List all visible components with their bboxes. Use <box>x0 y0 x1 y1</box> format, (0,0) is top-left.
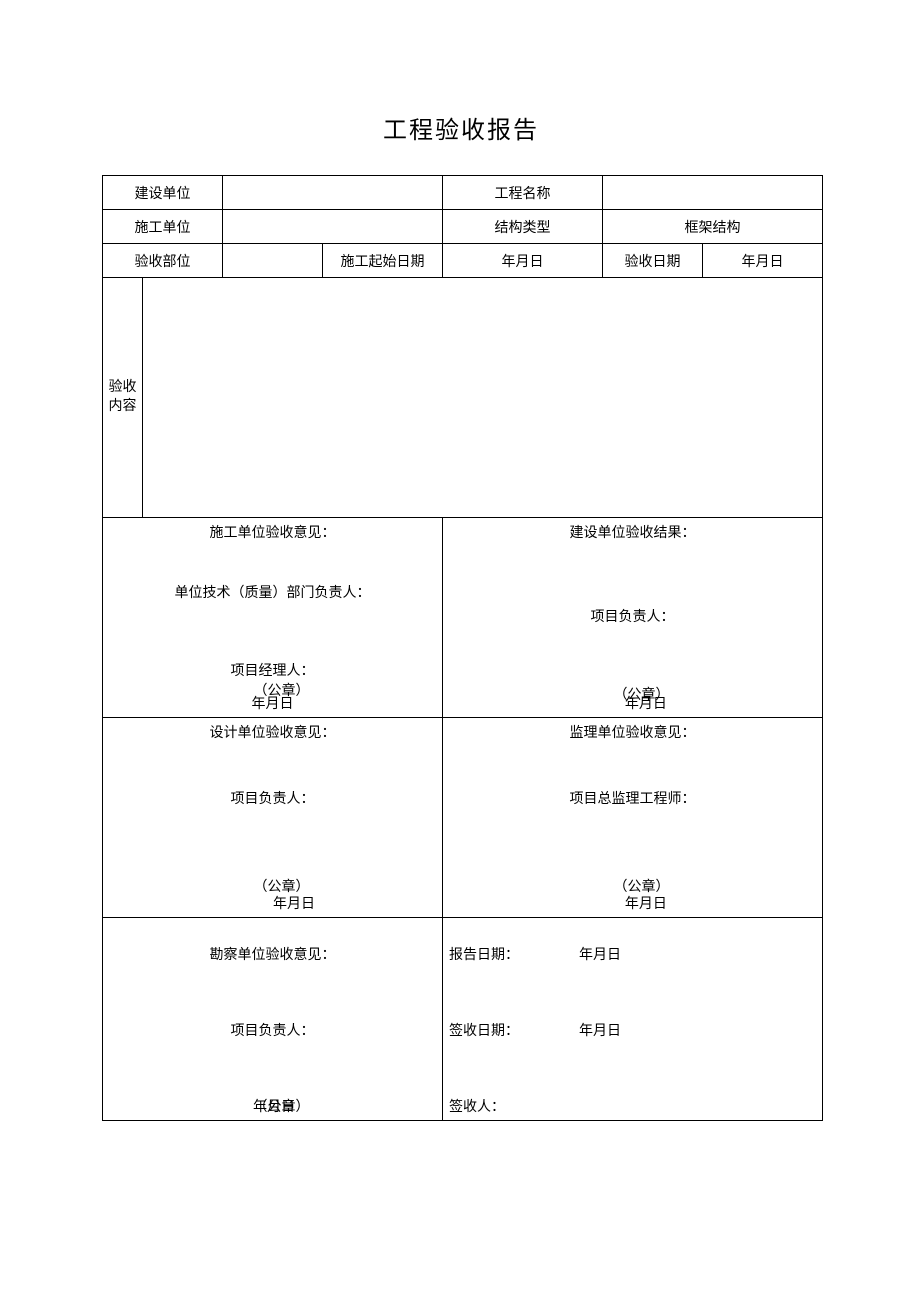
content-body <box>143 278 823 518</box>
report-date-value: 年月日 <box>519 944 621 964</box>
value-structure-type: 框架结构 <box>603 210 823 244</box>
contractor-project-manager: 项目经理人： <box>109 660 436 680</box>
label-project-name: 工程名称 <box>443 176 603 210</box>
receiver-label: 签收人： <box>449 1096 505 1116</box>
header-row-2: 施工单位 结构类型 框架结构 <box>103 210 823 244</box>
supervision-date: 年月日 <box>625 893 667 913</box>
content-label-line2: 内容 <box>103 398 142 416</box>
survey-date: 年月日 <box>103 1096 442 1116</box>
survey-opinion-cell: 勘察单位验收意见： 项目负责人： （公章） 年月日 <box>103 918 443 1121</box>
design-opinion-cell: 设计单位验收意见： 项目负责人： （公章） 年月日 <box>103 718 443 918</box>
value-project-name <box>603 176 823 210</box>
content-row: 验收 内容 <box>103 278 823 518</box>
report-info-cell: 报告日期： 年月日 签收日期： 年月日 签收人： <box>443 918 823 1121</box>
value-construction-unit <box>223 176 443 210</box>
label-acceptance-part: 验收部位 <box>103 244 223 278</box>
opinion-row-3: 勘察单位验收意见： 项目负责人： （公章） 年月日 报告日期： 年月日 <box>103 918 823 1121</box>
survey-project-person: 项目负责人： <box>109 1020 436 1040</box>
receive-date-line: 签收日期： 年月日 <box>449 1020 816 1040</box>
label-construction-unit: 建设单位 <box>103 176 223 210</box>
contractor-tech-person: 单位技术（质量）部门负责人： <box>109 582 436 602</box>
supervision-opinion-cell: 监理单位验收意见： 项目总监理工程师： （公章） 年月日 <box>443 718 823 918</box>
supervision-opinion-title: 监理单位验收意见： <box>449 722 816 742</box>
contractor-date: 年月日 <box>103 693 442 713</box>
receiver-line: 签收人： <box>449 1096 816 1116</box>
report-date-label: 报告日期： <box>449 944 519 964</box>
survey-opinion-title: 勘察单位验收意见： <box>109 944 436 964</box>
content-label-line1: 验收 <box>103 379 142 397</box>
value-contractor-unit <box>223 210 443 244</box>
owner-result-title: 建设单位验收结果： <box>449 522 816 542</box>
value-acceptance-part <box>223 244 323 278</box>
label-acceptance-date: 验收日期 <box>603 244 703 278</box>
label-start-date: 施工起始日期 <box>323 244 443 278</box>
supervision-engineer: 项目总监理工程师： <box>449 788 816 808</box>
owner-result-cell: 建设单位验收结果： 项目负责人： （公章） 年月日 <box>443 518 823 718</box>
value-acceptance-date: 年月日 <box>703 244 823 278</box>
opinion-row-2: 设计单位验收意见： 项目负责人： （公章） 年月日 监理单位验收意见： 项目总监… <box>103 718 823 918</box>
acceptance-table: 建设单位 工程名称 施工单位 结构类型 框架结构 验收部位 施工起始日期 年月日… <box>102 175 823 1121</box>
header-row-1: 建设单位 工程名称 <box>103 176 823 210</box>
contractor-opinion-cell: 施工单位验收意见： 单位技术（质量）部门负责人： 项目经理人： （公章） 年月日 <box>103 518 443 718</box>
design-project-person: 项目负责人： <box>109 788 436 808</box>
label-contractor-unit: 施工单位 <box>103 210 223 244</box>
design-opinion-title: 设计单位验收意见： <box>109 722 436 742</box>
value-start-date: 年月日 <box>443 244 603 278</box>
header-row-3: 验收部位 施工起始日期 年月日 验收日期 年月日 <box>103 244 823 278</box>
owner-project-person: 项目负责人： <box>449 606 816 626</box>
owner-date: 年月日 <box>625 693 667 713</box>
receive-date-value: 年月日 <box>519 1020 621 1040</box>
content-label: 验收 内容 <box>103 278 143 518</box>
report-date-line: 报告日期： 年月日 <box>449 944 816 964</box>
opinion-row-1: 施工单位验收意见： 单位技术（质量）部门负责人： 项目经理人： （公章） 年月日… <box>103 518 823 718</box>
receive-date-label: 签收日期： <box>449 1020 519 1040</box>
page-title: 工程验收报告 <box>102 110 820 145</box>
label-structure-type: 结构类型 <box>443 210 603 244</box>
design-date: 年月日 <box>103 893 442 913</box>
contractor-opinion-title: 施工单位验收意见： <box>109 522 436 542</box>
